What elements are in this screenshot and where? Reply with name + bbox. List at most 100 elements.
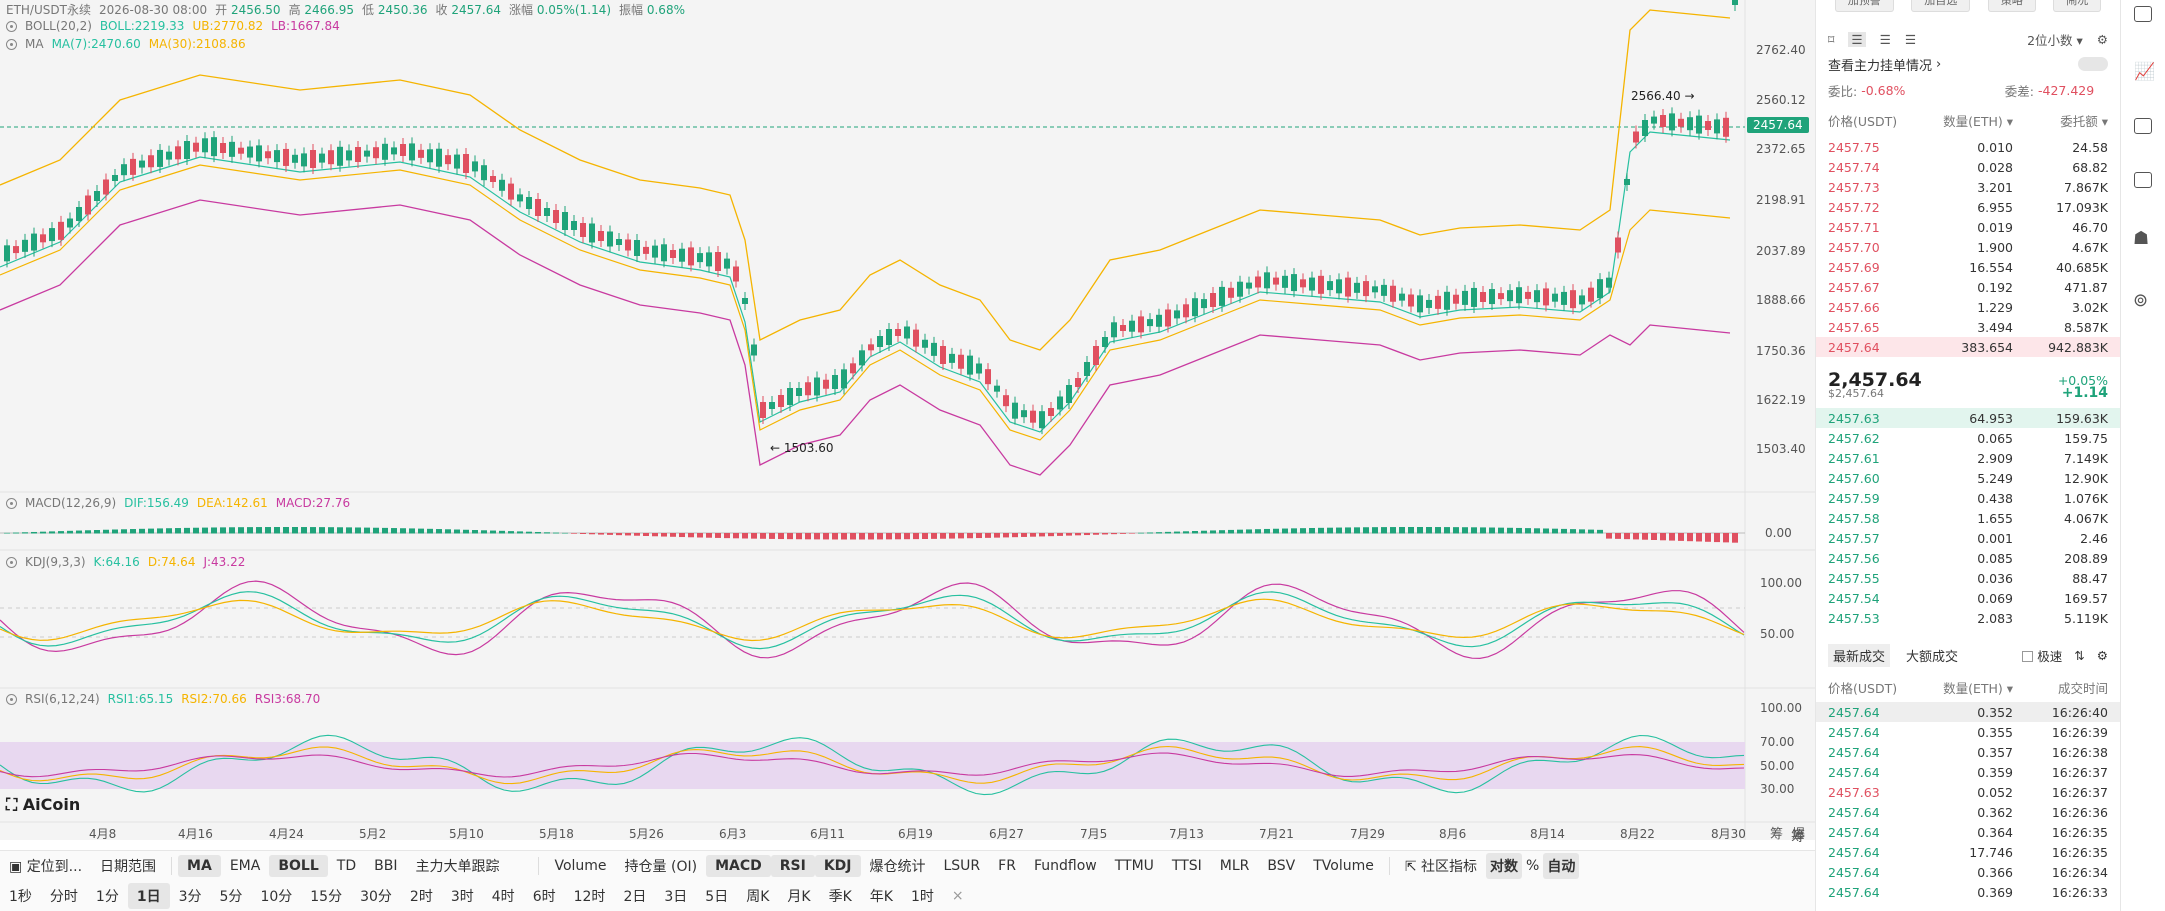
candlestick-chart[interactable]: 2762.40 2560.12 2372.65 2198.91 2037.89 1888.… [0, 0, 1815, 840]
tf-10m[interactable]: 10分 [260, 888, 293, 905]
robot-icon[interactable]: ☗ [2133, 228, 2150, 249]
more-button[interactable]: 闹况 [2053, 0, 2102, 12]
asks-only-icon[interactable]: ☰ [1904, 31, 1917, 47]
ask-row[interactable]: 2457.67 0.192 471.87 [1828, 277, 2108, 297]
alert-button[interactable]: 加预警 [1834, 0, 1894, 12]
settings-icon[interactable]: ⚙ [2096, 647, 2108, 663]
tf-5d[interactable]: 5日 [705, 888, 729, 905]
ask-row[interactable]: 2457.71 0.019 46.70 [1828, 217, 2108, 237]
col-total[interactable]: 委托额 ▾ [2060, 113, 2108, 129]
ind-ttsi[interactable]: TTSI [1171, 857, 1202, 874]
tf-1h[interactable]: 1时 [910, 888, 934, 905]
tf-1m[interactable]: 1分 [95, 888, 119, 905]
ask-row[interactable]: 2457.70 1.900 4.67K [1828, 237, 2108, 257]
tf-3d[interactable]: 3日 [664, 888, 688, 905]
chart-area[interactable]: 2762.40 2560.12 2372.65 2198.91 2037.89 1888.… [0, 0, 1815, 845]
tf-6h[interactable]: 6时 [532, 888, 556, 905]
tf-week[interactable]: 周K [746, 888, 770, 905]
ind-boll[interactable]: BOLL [269, 854, 328, 877]
ind-whale[interactable]: 主力大单跟踪 [415, 858, 500, 875]
speed-checkbox[interactable]: 极速 [2022, 646, 2062, 665]
depth-link[interactable]: 查看主力挂单情况 › [1828, 54, 2108, 74]
bid-row[interactable]: 2457.61 2.909 7.149K [1828, 448, 2108, 468]
ind-bbi[interactable]: BBI [374, 857, 398, 874]
log-scale-toggle[interactable]: 对数 [1486, 852, 1523, 879]
tf-15m[interactable]: 15分 [310, 888, 343, 905]
tf-timeline[interactable]: 分时 [49, 888, 78, 905]
tf-12h[interactable]: 12时 [573, 888, 606, 905]
bid-row[interactable]: 2457.54 0.069 169.57 [1828, 588, 2108, 608]
ind-volume[interactable]: Volume [554, 857, 607, 874]
bid-row[interactable]: 2457.62 0.065 159.75 [1828, 428, 2108, 448]
bid-row[interactable]: 2457.55 0.036 88.47 [1828, 568, 2108, 588]
bid-row[interactable]: 2457.60 5.249 12.90K [1828, 468, 2108, 488]
ask-row[interactable]: 2457.64 383.654 942.883K [1816, 337, 2120, 357]
ask-row[interactable]: 2457.66 1.229 3.02K [1828, 297, 2108, 317]
tab-latest-trades[interactable]: 最新成交 [1828, 643, 1891, 667]
tf-3h[interactable]: 3时 [450, 888, 474, 905]
bid-row[interactable]: 2457.53 2.083 5.119K [1828, 608, 2108, 628]
pin-icon[interactable]: ⌑ [1828, 31, 1835, 47]
ask-row[interactable]: 2457.73 3.201 7.867K [1828, 177, 2108, 197]
wallet-icon[interactable] [2134, 6, 2152, 22]
swap-icon[interactable]: ⊚ [2133, 290, 2149, 311]
date-range-button[interactable]: 日期范围 [100, 858, 157, 875]
bid-row[interactable]: 2457.59 0.438 1.076K [1828, 488, 2108, 508]
col-amount[interactable]: 数量(ETH) ▾ [1943, 113, 2013, 129]
settings-icon[interactable]: ⚙ [2096, 31, 2108, 47]
watchlist-button[interactable]: 加自选 [1911, 0, 1971, 12]
ind-tvolume[interactable]: TVolume [1313, 857, 1374, 874]
rsi-name[interactable]: RSI(6,12,24) [25, 692, 100, 706]
ask-row[interactable]: 2457.69 16.554 40.685K [1828, 257, 2108, 277]
tf-year[interactable]: 年K [869, 888, 893, 905]
chart-line-icon[interactable]: 📈 [2134, 62, 2156, 82]
eye-icon[interactable] [6, 20, 17, 32]
eye-icon[interactable] [6, 693, 17, 705]
locate-button[interactable]: ▣ 定位到... [0, 853, 91, 879]
bid-row[interactable]: 2457.63 64.953 159.63K [1816, 408, 2120, 428]
news-icon[interactable] [2134, 172, 2152, 188]
bid-row[interactable]: 2457.58 1.655 4.067K [1828, 508, 2108, 528]
strategy-button[interactable]: 策略 [1987, 0, 2036, 12]
ind-rsi[interactable]: RSI [770, 854, 815, 877]
tf-2h[interactable]: 2时 [409, 888, 433, 905]
calendar-icon[interactable] [2134, 118, 2152, 134]
ind-lsur[interactable]: LSUR [943, 857, 981, 874]
ma-name[interactable]: MA [25, 37, 44, 51]
trade-col-amount[interactable]: 数量(ETH) ▾ [1943, 680, 2013, 696]
tf-5m[interactable]: 5分 [219, 888, 243, 905]
ind-kdj[interactable]: KDJ [814, 854, 861, 877]
percent-toggle[interactable]: % [1526, 857, 1540, 874]
decimal-select[interactable]: 2位小数 ▾ [2027, 32, 2083, 48]
eye-icon[interactable] [6, 38, 17, 50]
tf-quarter[interactable]: 季K [828, 888, 852, 905]
ind-td[interactable]: TD [336, 857, 357, 874]
auto-scale-toggle[interactable]: 自动 [1543, 852, 1580, 879]
macd-name[interactable]: MACD(12,26,9) [25, 496, 117, 510]
ind-bsv[interactable]: BSV [1267, 857, 1296, 874]
tf-4h[interactable]: 4时 [491, 888, 515, 905]
chip-button[interactable]: 筹 [1791, 829, 1805, 845]
ind-fundflow[interactable]: Fundflow [1033, 857, 1097, 874]
sort-icon[interactable]: ⇅ [2074, 647, 2085, 663]
ind-ema[interactable]: EMA [229, 857, 261, 874]
tf-1d[interactable]: 1日 [127, 882, 170, 909]
tf-month[interactable]: 月K [787, 888, 811, 905]
community-indicators-button[interactable]: ⇱ 社区指标 [1396, 853, 1486, 879]
boll-name[interactable]: BOLL(20,2) [25, 19, 92, 33]
ask-row[interactable]: 2457.75 0.010 24.58 [1828, 137, 2108, 157]
tf-3m[interactable]: 3分 [178, 888, 202, 905]
tf-2d[interactable]: 2日 [623, 888, 647, 905]
bid-row[interactable]: 2457.56 0.085 208.89 [1828, 548, 2108, 568]
eye-icon[interactable] [6, 556, 17, 568]
ind-mlr[interactable]: MLR [1219, 857, 1250, 874]
ind-liquidation[interactable]: 爆仓统计 [869, 858, 926, 875]
ind-macd[interactable]: MACD [706, 854, 771, 877]
ask-row[interactable]: 2457.72 6.955 17.093K [1828, 197, 2108, 217]
ind-ma[interactable]: MA [178, 854, 221, 877]
bids-only-icon[interactable]: ☰ [1879, 31, 1891, 47]
ind-ttmu[interactable]: TTMU [1114, 857, 1154, 874]
ask-row[interactable]: 2457.65 3.494 8.587K [1828, 317, 2108, 337]
tab-large-trades[interactable]: 大额成交 [1906, 649, 1959, 665]
tf-30m[interactable]: 30分 [360, 888, 392, 905]
